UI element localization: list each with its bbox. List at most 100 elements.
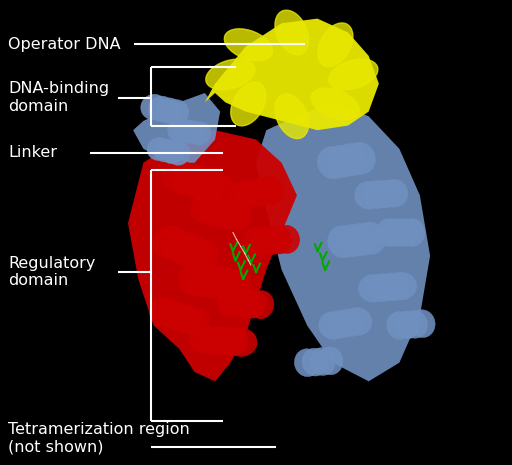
Ellipse shape (154, 139, 177, 162)
Ellipse shape (402, 310, 428, 338)
Ellipse shape (181, 308, 210, 336)
Ellipse shape (186, 240, 218, 272)
Ellipse shape (178, 237, 210, 268)
Ellipse shape (368, 273, 398, 301)
Ellipse shape (392, 219, 417, 246)
Ellipse shape (215, 201, 243, 229)
Ellipse shape (327, 310, 355, 338)
Ellipse shape (318, 312, 347, 339)
Ellipse shape (344, 307, 372, 335)
Ellipse shape (266, 226, 292, 254)
Ellipse shape (384, 219, 410, 246)
Ellipse shape (310, 347, 335, 375)
Ellipse shape (207, 199, 236, 227)
Ellipse shape (302, 348, 328, 376)
Ellipse shape (226, 328, 257, 356)
Ellipse shape (274, 226, 300, 253)
Ellipse shape (175, 120, 198, 143)
Ellipse shape (178, 263, 211, 295)
Ellipse shape (363, 181, 391, 209)
Ellipse shape (358, 274, 389, 302)
Ellipse shape (148, 96, 174, 121)
Ellipse shape (231, 82, 266, 126)
Ellipse shape (160, 140, 184, 164)
Ellipse shape (317, 146, 348, 179)
Ellipse shape (311, 88, 359, 120)
Ellipse shape (328, 226, 358, 258)
Ellipse shape (354, 181, 383, 209)
Ellipse shape (250, 178, 276, 206)
Ellipse shape (329, 59, 378, 90)
Ellipse shape (181, 121, 204, 144)
Ellipse shape (251, 227, 276, 255)
Ellipse shape (200, 173, 233, 205)
Ellipse shape (376, 219, 402, 246)
Text: Linker: Linker (8, 145, 57, 160)
Ellipse shape (399, 219, 425, 246)
Ellipse shape (162, 160, 196, 193)
Polygon shape (195, 19, 379, 130)
Ellipse shape (198, 266, 231, 299)
Ellipse shape (153, 226, 185, 258)
Ellipse shape (224, 29, 272, 61)
Polygon shape (133, 93, 220, 163)
Ellipse shape (233, 290, 259, 318)
Ellipse shape (206, 59, 255, 90)
Ellipse shape (337, 225, 368, 257)
Ellipse shape (188, 264, 221, 297)
Text: Operator DNA: Operator DNA (8, 37, 121, 52)
Ellipse shape (243, 228, 269, 256)
Ellipse shape (174, 306, 202, 333)
Ellipse shape (141, 94, 166, 120)
Ellipse shape (167, 119, 191, 142)
Ellipse shape (327, 145, 357, 178)
Ellipse shape (258, 177, 284, 204)
Ellipse shape (386, 272, 417, 300)
Ellipse shape (147, 137, 170, 160)
Ellipse shape (208, 327, 239, 355)
Ellipse shape (172, 164, 205, 196)
Ellipse shape (165, 303, 194, 331)
Ellipse shape (161, 229, 193, 261)
Ellipse shape (346, 223, 377, 256)
Text: Tetramerization region
(not shown): Tetramerization region (not shown) (8, 422, 190, 454)
Ellipse shape (294, 349, 320, 377)
Text: DNA-binding
domain: DNA-binding domain (8, 81, 110, 114)
Ellipse shape (335, 144, 367, 176)
Ellipse shape (335, 309, 364, 337)
Ellipse shape (217, 328, 248, 356)
Ellipse shape (199, 326, 229, 354)
Ellipse shape (190, 195, 219, 223)
Ellipse shape (275, 94, 309, 139)
Polygon shape (256, 102, 430, 381)
Ellipse shape (241, 290, 266, 318)
Ellipse shape (167, 142, 190, 165)
Ellipse shape (410, 310, 435, 338)
Ellipse shape (217, 269, 250, 301)
Ellipse shape (181, 167, 215, 199)
Ellipse shape (170, 233, 202, 265)
Ellipse shape (355, 222, 386, 254)
Ellipse shape (236, 180, 261, 208)
Ellipse shape (394, 311, 420, 339)
Ellipse shape (387, 312, 412, 339)
Ellipse shape (188, 122, 211, 145)
Ellipse shape (259, 226, 284, 254)
Text: Regulatory
domain: Regulatory domain (8, 256, 96, 288)
Ellipse shape (317, 347, 343, 375)
Ellipse shape (380, 179, 408, 207)
Ellipse shape (158, 300, 186, 328)
Ellipse shape (345, 142, 375, 174)
Ellipse shape (371, 180, 399, 208)
Ellipse shape (199, 197, 227, 225)
Ellipse shape (156, 98, 181, 123)
Ellipse shape (218, 288, 243, 316)
Polygon shape (128, 130, 297, 381)
Ellipse shape (163, 100, 189, 125)
Ellipse shape (225, 289, 251, 317)
Ellipse shape (207, 267, 241, 300)
Ellipse shape (223, 203, 251, 231)
Ellipse shape (228, 181, 253, 209)
Ellipse shape (317, 23, 353, 66)
Ellipse shape (248, 291, 274, 319)
